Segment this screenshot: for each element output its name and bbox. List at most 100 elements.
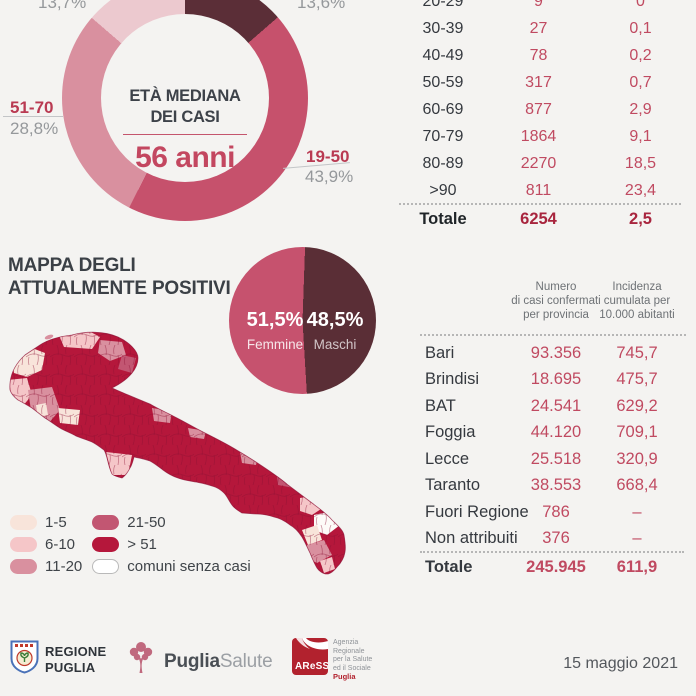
age-cases: 9: [534, 0, 543, 10]
province-name: Lecce: [425, 449, 470, 468]
province-name: Brindisi: [425, 370, 480, 389]
province-table-header-divider: [420, 334, 686, 336]
table-row: BAT 24.541 629,2: [420, 393, 680, 420]
legend-swatch: [10, 514, 37, 530]
report-date: 15 maggio 2021: [563, 655, 678, 672]
age-range: 70-79: [422, 127, 464, 145]
header-line: cumulata per: [603, 295, 671, 307]
table-row: Fuori Regione 786 –: [420, 499, 680, 526]
age-cases: 811: [525, 181, 552, 199]
legend-item: comuni senza casi: [92, 555, 251, 577]
tremiti-islands-shape: [44, 334, 54, 340]
province-name: Foggia: [425, 423, 476, 442]
province-cases: 786: [542, 502, 570, 521]
province-incidence: 320,9: [616, 449, 658, 468]
legend-label: 11-20: [45, 557, 83, 575]
province-total-incidence: 611,9: [616, 557, 658, 576]
province-cases-column-header: Numero di casi confermati per provincia: [496, 280, 616, 322]
legend-item: 21-50: [92, 511, 250, 533]
age-cases: 27: [529, 19, 548, 37]
gender-pie: 51,5% Femmine 48,5% Maschi: [229, 247, 376, 394]
province-name: BAT: [425, 396, 456, 415]
age-incidence: 0,7: [629, 73, 652, 91]
legend-label: 1-5: [45, 513, 67, 531]
aress-swoosh-icon: [296, 638, 328, 650]
province-incidence: –: [632, 529, 642, 548]
age-range: 60-69: [422, 100, 464, 118]
puglia-salute-tree-icon: [129, 642, 153, 673]
age-table-total-row: Totale 6254 2,5: [395, 206, 695, 233]
age-incidence: 0,1: [629, 19, 652, 37]
legend-item: > 51: [92, 533, 250, 555]
donut-label-topleft-pct: 13,7%: [38, 0, 87, 12]
province-cases: 38.553: [530, 476, 582, 495]
age-incidence: 9,1: [629, 127, 652, 145]
age-cases: 2270: [520, 154, 557, 172]
province-name: Taranto: [425, 476, 481, 495]
province-name: Bari: [425, 343, 455, 362]
donut-leader-left: [3, 116, 63, 117]
table-row: 60-69 877 2,9: [395, 96, 695, 123]
puglia-salute-bold: Puglia: [164, 651, 220, 672]
province-incidence: 709,1: [616, 423, 658, 442]
female-percentage: 51,5%: [246, 309, 304, 331]
age-cases: 1864: [520, 127, 557, 145]
age-total-incidence: 2,5: [629, 210, 652, 228]
donut-label-right-range: 19-50: [306, 147, 350, 166]
male-label: Maschi: [313, 337, 357, 352]
table-row: Bari 93.356 745,7: [420, 340, 680, 367]
legend-label: comuni senza casi: [127, 557, 251, 575]
age-incidence: 23,4: [624, 181, 657, 199]
age-range: 30-39: [422, 19, 464, 37]
province-table-total-row: Totale 245.945 611,9: [420, 554, 680, 581]
province-cases: 18.695: [530, 370, 582, 389]
legend-label: 21-50: [127, 513, 166, 531]
female-label: Femmine: [246, 337, 304, 352]
aress-line: Regionale: [333, 647, 365, 655]
donut-label-topright-pct: 13,6%: [297, 0, 346, 12]
province-incidence: 629,2: [616, 396, 658, 415]
table-row: 20-29 9 0: [395, 0, 695, 15]
province-cases: 24.541: [530, 396, 582, 415]
header-line: Incidenza: [612, 281, 662, 293]
aress-logo-text: AReSS: [295, 661, 328, 672]
age-cases: 877: [525, 100, 552, 118]
age-cases: 78: [529, 46, 548, 64]
legend-item: 11-20: [10, 555, 82, 577]
table-row: Taranto 38.553 668,4: [420, 473, 680, 500]
province-incidence: 475,7: [616, 370, 658, 389]
table-row: Non attribuiti 376 –: [420, 526, 680, 553]
donut-title-line2: DEI CASI: [150, 108, 220, 126]
age-range: 40-49: [422, 46, 464, 64]
table-row: 40-49 78 0,2: [395, 42, 695, 69]
legend-swatch: [10, 558, 37, 574]
regione-puglia-crest-icon: [10, 640, 39, 674]
aress-logo: AReSS: [292, 638, 328, 675]
regione-puglia-wordmark: REGIONE PUGLIA: [45, 644, 106, 675]
header-line: Numero: [535, 281, 577, 293]
table-row: >90 811 23,4: [395, 177, 695, 204]
aress-line: ed il Sociale: [333, 664, 371, 672]
donut-label-left-range: 51-70: [10, 98, 54, 117]
province-name: Non attribuiti: [425, 529, 518, 548]
province-cases: 93.356: [530, 343, 582, 362]
age-cases: 317: [525, 73, 552, 91]
donut-divider-line: [123, 134, 247, 135]
age-table-divider: [399, 203, 681, 205]
province-cases: 25.518: [530, 449, 582, 468]
table-row: 30-39 27 0,1: [395, 15, 695, 42]
province-table-total-divider: [420, 551, 684, 553]
age-range: 20-29: [422, 0, 464, 10]
legend-swatch: [92, 558, 120, 574]
aress-line: per la Salute: [333, 656, 373, 663]
age-range: 50-59: [422, 73, 464, 91]
table-row: 50-59 317 0,7: [395, 69, 695, 96]
age-incidence: 0,2: [629, 46, 652, 64]
province-name: Fuori Regione: [425, 502, 529, 521]
age-range: 80-89: [422, 154, 464, 172]
donut-center-value: 56 anni: [135, 141, 235, 174]
map-title-line2: ATTUALMENTE POSITIVI: [8, 278, 231, 299]
donut-label-left-pct: 28,8%: [10, 119, 59, 138]
age-range: >90: [429, 181, 457, 199]
